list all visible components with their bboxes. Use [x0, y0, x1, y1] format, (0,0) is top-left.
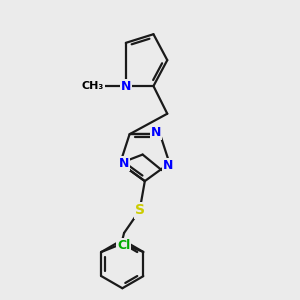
Text: N: N	[151, 126, 161, 139]
Text: CH₃: CH₃	[82, 81, 104, 91]
Text: Cl: Cl	[117, 238, 130, 251]
Text: F: F	[118, 238, 127, 251]
Text: N: N	[163, 160, 173, 172]
Text: N: N	[121, 80, 131, 93]
Text: S: S	[135, 203, 145, 218]
Text: N: N	[119, 157, 130, 170]
